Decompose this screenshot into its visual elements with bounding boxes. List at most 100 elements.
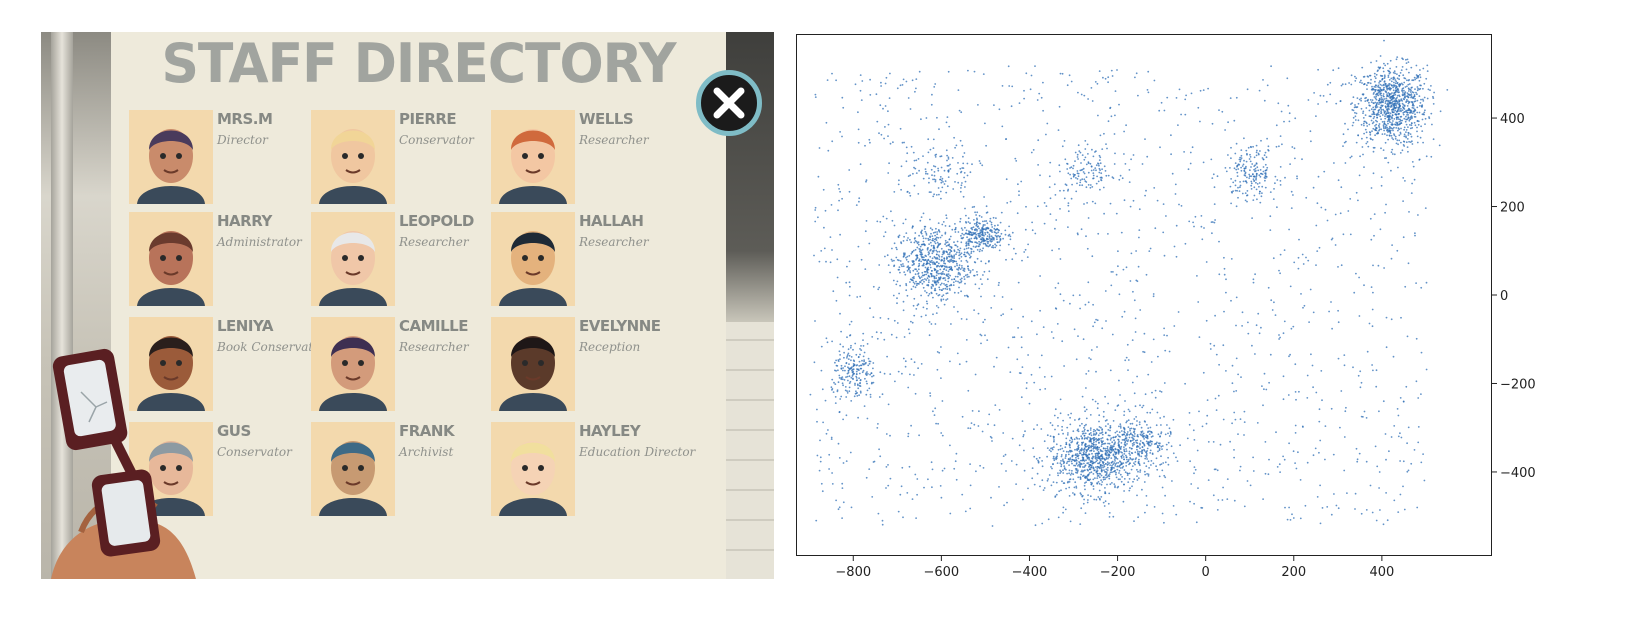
scatter-point-830 [1414,108,1416,111]
scatter-point-1216 [1095,460,1098,463]
staff-card-wells[interactable]: WELLS Researcher [491,110,681,205]
staff-card-evelynne[interactable]: EVELYNNE Reception [491,317,681,412]
scatter-point-705 [1393,118,1396,120]
scatter-point-416 [1394,82,1397,85]
close-button[interactable] [696,70,762,136]
scatter-point-1025 [1082,502,1085,505]
scatter-point-1368 [1118,469,1121,472]
scatter-point-856 [1415,91,1417,94]
staff-card-hallah[interactable]: HALLAH Researcher [491,212,681,307]
scatter-point-344 [1382,125,1385,128]
scatter-point-1383 [1120,445,1123,448]
x-tick-label: −400 [1012,565,1048,580]
scatter-point-952 [1119,427,1122,429]
scatter-point-718 [1344,83,1347,86]
scatter-point-1522 [1105,450,1108,452]
scatter-point-715 [1389,112,1392,115]
portrait-evelynne-icon [491,317,575,411]
staff-card-mrsm[interactable]: MRS.M Director [129,110,319,205]
scatter-point-1076 [1139,471,1141,473]
scatter-point-1246 [1128,450,1131,453]
scatter-point-791 [1361,66,1364,69]
scatter-point-612 [1386,87,1388,90]
scatter-point-1353 [1059,472,1061,474]
scatter-point-1411 [1104,432,1107,435]
scatter-point-1045 [1074,481,1077,484]
scatter-point-1606 [1102,443,1104,445]
scatter-point-1301 [1106,438,1109,441]
scatter-point-1536 [1098,426,1101,428]
scatter-point-181 [1366,125,1369,127]
scatter-point-735 [1386,110,1389,113]
scatter-point-1200 [1059,469,1061,472]
scatter-point-743 [1388,84,1390,87]
scatter-point-905 [1085,459,1087,462]
scatter-point-877 [1383,111,1386,114]
scatter-point-850 [1397,108,1399,110]
game-window: STAFF DIRECTORY MRS.M Director PIERRE Conse… [41,32,774,579]
scatter-point-908 [1100,474,1103,477]
staff-card-leniya[interactable]: LENIYA Book Conservator [129,317,326,412]
scatter-point-651 [1380,110,1382,113]
scatter-point-56 [1405,118,1407,121]
scatter-point-1399 [1066,426,1069,429]
scatter-point-302 [1362,110,1365,113]
scatter-point-444 [1350,155,1353,158]
scatter-point-443 [1351,124,1354,127]
scatter-point-576 [1400,127,1402,130]
scatter-point-421 [1377,111,1380,114]
scatter-point-21 [1384,141,1387,144]
scatter-point-1455 [1076,472,1078,474]
staff-card-camille[interactable]: CAMILLE Researcher [311,317,501,412]
scatter-point-897 [1376,101,1379,104]
scatter-point-722 [1398,123,1401,126]
scatter-point-250 [1396,124,1398,127]
staff-card-harry[interactable]: HARRY Administrator [129,212,319,307]
scatter-point-993 [1079,459,1082,462]
scatter-point-1021 [1137,477,1140,480]
scatter-point-1202 [1131,485,1133,488]
staff-card-gus[interactable]: GUS Conservator [129,422,319,517]
scatter-point-1215 [1117,452,1120,455]
scatter-point-208 [1374,101,1377,104]
scatter-point-1362 [1145,456,1148,458]
scatter-point-1626 [1077,454,1080,457]
scatter-point-1504 [1140,455,1143,458]
scatter-point-262 [1372,172,1375,175]
scatter-point-890 [1396,96,1398,99]
staff-card-leopold[interactable]: LEOPOLD Researcher [311,212,501,307]
scatter-point-1538 [1088,446,1090,449]
scatter-point-721 [1397,143,1399,146]
scatter-point-1322 [1167,463,1170,466]
scatter-point-1245 [1075,458,1078,461]
scatter-point-1474 [1098,497,1101,500]
staff-card-hayley[interactable]: HAYLEY Education Director [491,422,695,517]
x-tick-label: 0 [1202,565,1210,580]
scatter-point-1457 [1131,465,1134,467]
scatter-point-882 [1368,101,1370,104]
scatter-point-445 [1375,119,1377,122]
scatter-point-385 [1409,118,1412,120]
scatter-point-1496 [1104,442,1107,445]
scatter-point-1087 [1137,470,1139,473]
scatter-point-1298 [1084,442,1087,445]
scatter-point-1521 [1052,457,1055,460]
scatter-point-1033 [1105,468,1108,471]
scatter-point-1232 [1095,466,1097,468]
scatter-point-243 [1380,147,1382,150]
close-x-icon [713,87,745,119]
scatter-point-1558 [1089,464,1091,466]
scatter-point-854 [1374,84,1377,87]
scatter-point-1601 [1103,464,1106,466]
scatter-point-496 [1378,126,1381,128]
staff-card-frank[interactable]: FRANK Archivist [311,422,501,517]
scatter-point-462 [1392,84,1395,87]
scatter-point-683 [1339,100,1342,103]
staff-card-pierre[interactable]: PIERRE Conservator [311,110,501,205]
scatter-point-1161 [1088,465,1091,468]
scatter-point-427 [1387,111,1390,114]
scatter-point-500 [1393,77,1396,80]
scatter-point-1503 [1164,461,1167,464]
scatter-point-674 [1389,67,1391,70]
